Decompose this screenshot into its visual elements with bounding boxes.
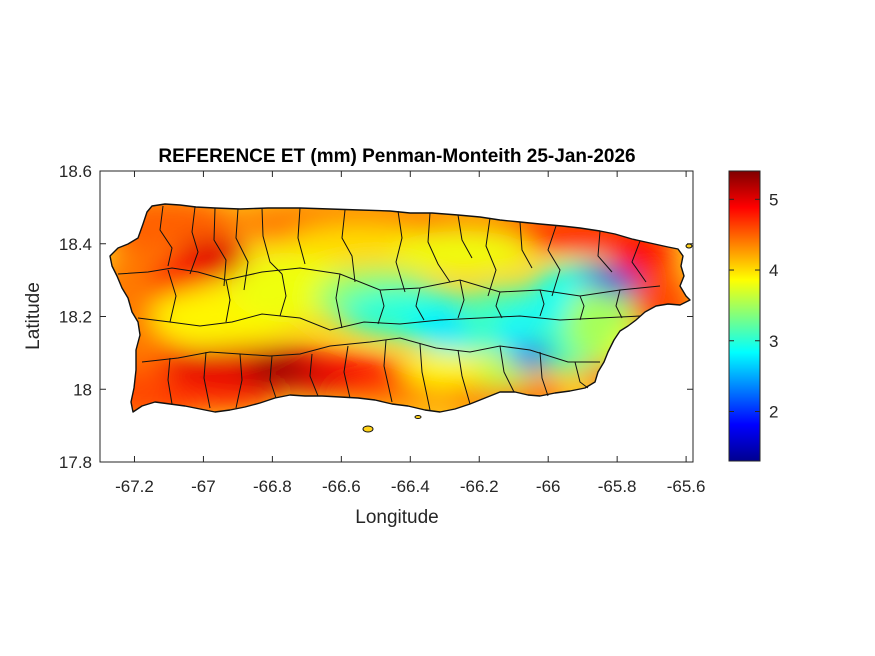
municipal-boundary (415, 287, 425, 321)
x-tick-label: -66.6 (322, 477, 361, 496)
caja-de-muertos-islet (362, 425, 374, 433)
colorbar-tick-label: 5 (769, 190, 778, 209)
municipal-boundary (539, 289, 545, 317)
municipal-boundary (137, 313, 641, 331)
municipal-boundary (141, 337, 600, 363)
x-tick-label: -66.4 (391, 477, 430, 496)
municipal-boundaries (117, 205, 661, 411)
plot-title: REFERENCE ET (mm) Penman-Monteith 25-Jan… (158, 146, 635, 167)
municipal-boundary (203, 351, 211, 409)
municipal-boundary (457, 349, 471, 405)
municipal-boundary (495, 291, 503, 319)
municipal-boundary (269, 355, 277, 399)
et-contour-blob (149, 258, 210, 295)
colorbar-tick-label: 2 (769, 402, 778, 421)
et-extreme-cell (198, 250, 243, 273)
x-tick-label: -66 (536, 477, 561, 496)
municipal-boundary (261, 207, 283, 275)
municipal-boundary (335, 273, 343, 329)
municipal-boundary (574, 361, 589, 389)
et-extreme-cell (250, 360, 295, 383)
southern-islet (414, 415, 422, 419)
municipal-boundary (189, 206, 199, 275)
x-tick-label: -66.8 (253, 477, 292, 496)
x-tick-label: -65.6 (667, 477, 706, 496)
island-outline (109, 203, 691, 413)
municipal-boundary (427, 212, 451, 283)
et-contour-blob (392, 231, 533, 272)
municipal-boundary (579, 295, 585, 321)
municipal-boundary (419, 343, 431, 411)
colorbar-gradient (728, 170, 761, 462)
municipal-boundary (395, 210, 406, 293)
colorbar-tick-label: 3 (769, 332, 778, 351)
municipal-boundary (159, 205, 173, 267)
x-axis-label: Longitude (355, 507, 438, 528)
et-extreme-cell (622, 247, 667, 270)
municipal-boundary (485, 217, 497, 297)
x-axis: -67.2 -67 -66.8 -66.6 -66.4 -66.2 -66 -65.8 -65.… (115, 171, 705, 496)
colorbar-tick-label: 4 (769, 261, 778, 280)
y-tick-label: 17.8 (59, 453, 92, 472)
municipal-boundary (631, 240, 647, 283)
municipal-boundary (225, 279, 231, 323)
municipal-boundary (597, 230, 613, 273)
municipal-boundary (117, 267, 661, 297)
y-axis-label: Latitude (23, 282, 44, 350)
municipal-boundary (615, 289, 623, 319)
municipal-boundary (341, 209, 356, 283)
x-tick-label: -67.2 (115, 477, 154, 496)
municipal-boundary (343, 345, 351, 399)
et-extreme-cell (302, 367, 347, 390)
municipal-boundary (309, 353, 319, 397)
colorbar: 2 3 4 5 (728, 170, 778, 462)
municipal-boundary (235, 353, 243, 409)
y-tick-label: 18 (73, 380, 92, 399)
map-area: -67.2 -67 -66.8 -66.6 -66.4 -66.2 -66 -65.8 -65.… (59, 162, 706, 496)
eastern-islet (685, 243, 693, 249)
municipal-boundary (213, 207, 227, 287)
y-tick-label: 18.4 (59, 235, 92, 254)
municipal-boundary (383, 339, 393, 403)
municipal-boundary (547, 225, 561, 297)
x-tick-label: -66.2 (460, 477, 499, 496)
municipal-boundary (297, 207, 306, 265)
et-extreme-cell (422, 316, 467, 339)
y-tick-label: 18.6 (59, 162, 92, 181)
municipal-boundary (377, 289, 385, 325)
x-tick-label: -65.8 (598, 477, 637, 496)
colorbar-ticks: 2 3 4 5 (729, 190, 778, 421)
municipal-boundary (279, 273, 287, 317)
municipal-boundary (519, 221, 533, 269)
municipal-boundary (499, 345, 515, 393)
municipal-boundary (167, 357, 173, 405)
municipal-boundary (457, 214, 473, 259)
municipal-boundary (167, 269, 177, 323)
et-contour-blob (173, 351, 254, 384)
municipal-boundary (539, 351, 549, 397)
x-tick-label: -67 (191, 477, 216, 496)
et-extreme-cell (595, 272, 640, 295)
y-tick-label: 18.2 (59, 308, 92, 327)
municipal-boundary (457, 279, 465, 319)
y-axis: 17.8 18 18.2 18.4 18.6 (59, 162, 693, 472)
et-extreme-cell (508, 345, 553, 368)
et-contour-blob (404, 353, 485, 390)
